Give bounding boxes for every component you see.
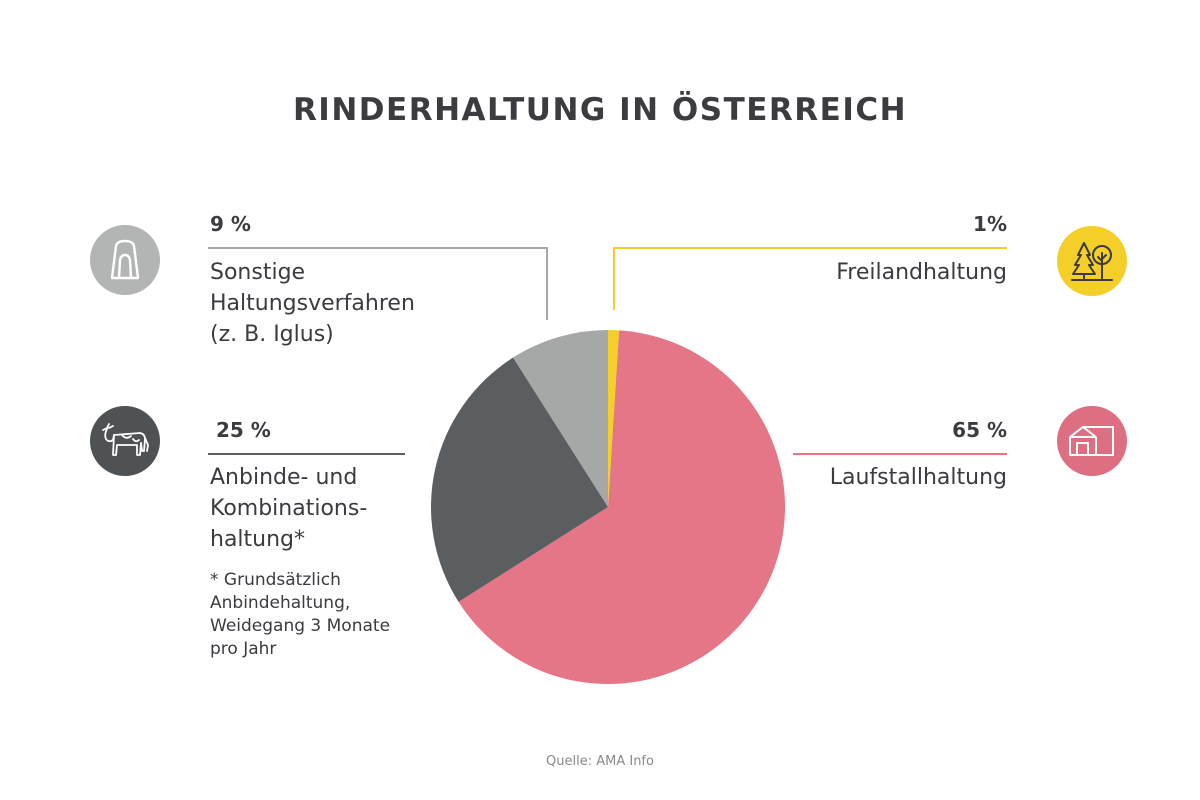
freiland-icon-circle: [1057, 226, 1127, 296]
trees-icon: [1070, 239, 1114, 283]
label-freiland: Freilandhaltung: [836, 260, 1007, 285]
igloo-icon: [108, 238, 142, 282]
label-laufstall: Laufstallhaltung: [829, 465, 1007, 490]
pct-sonstige: 9 %: [210, 212, 251, 236]
pct-laufstall: 65 %: [952, 418, 1007, 442]
pct-anbinde: 25 %: [216, 418, 271, 442]
pie-slice-2: [430, 357, 608, 602]
label-sonstige: Sonstige Haltungsverfahren (z. B. Iglus): [210, 260, 415, 347]
laufstall-icon-circle: [1057, 406, 1127, 476]
pie-slice-0: [608, 330, 620, 507]
footnote-anbinde: * Grundsätzlich Anbindehaltung, Weidegan…: [210, 570, 391, 659]
chart-title: RINDERHALTUNG IN ÖSTERREICH: [292, 92, 908, 128]
barn-icon: [1067, 423, 1117, 459]
source-note: Quelle: AMA Info: [546, 754, 654, 769]
anbinde-icon-circle: [90, 406, 160, 476]
leader-line-sonstige: [208, 247, 548, 320]
leader-line-freiland: [613, 247, 1007, 310]
label-anbinde: Anbinde- und Kombinations- haltung*: [210, 465, 368, 552]
pct-freiland: 1%: [973, 212, 1007, 236]
pie-slice-3: [513, 330, 608, 507]
cow-icon: [100, 421, 150, 461]
sonstige-icon-circle: [90, 225, 160, 295]
pie-slice-1: [458, 330, 786, 684]
